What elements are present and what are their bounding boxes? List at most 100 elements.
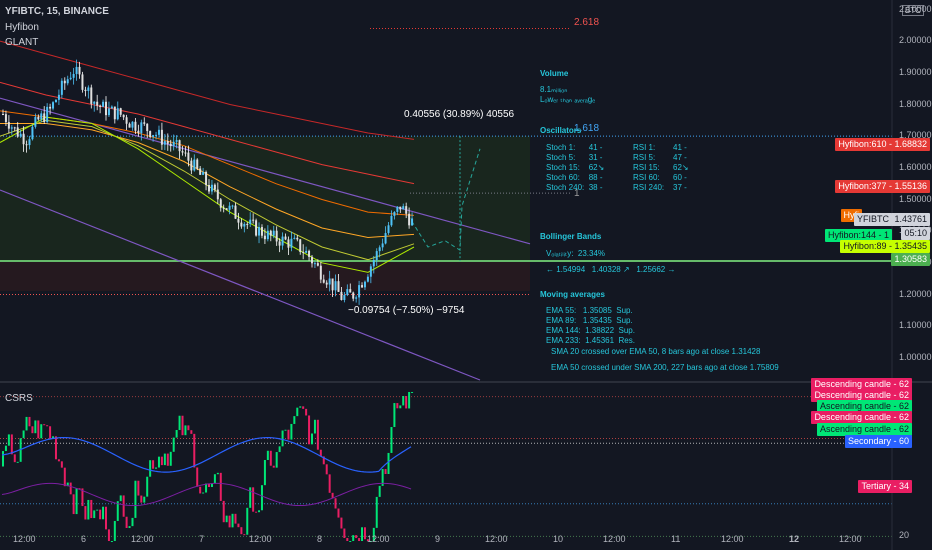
zones <box>0 28 892 381</box>
candle-body <box>287 239 290 248</box>
osc-candle <box>378 485 381 497</box>
level-price-label[interactable]: 1.30583 <box>891 253 930 266</box>
osc-candle <box>322 456 325 465</box>
candle-body <box>293 237 296 239</box>
osc-candle <box>411 391 414 393</box>
price-candles[interactable] <box>2 59 414 305</box>
osc-candle <box>258 510 261 513</box>
osc-candle <box>178 415 181 430</box>
fib610-price-label[interactable]: Hyfibon:610 - 1.68832 <box>835 138 930 151</box>
osc-candle <box>293 416 296 424</box>
candle-body <box>60 80 63 95</box>
candle-body <box>78 66 81 75</box>
osc-candle <box>166 453 169 466</box>
candle-body <box>208 185 210 192</box>
osc-candle <box>275 452 278 468</box>
moving-averages <box>0 40 415 273</box>
time-tick-label: 12:00 <box>485 534 508 544</box>
candle-body <box>393 211 396 216</box>
candle-body <box>361 285 364 288</box>
osc-candle <box>372 527 375 542</box>
osc-candle <box>402 396 405 406</box>
candle-body <box>278 241 281 246</box>
osc-candle <box>52 436 55 439</box>
moving-average-line <box>0 40 415 140</box>
time-tick-label: 12:00 <box>249 534 272 544</box>
currency-badge[interactable]: BTC <box>902 5 924 16</box>
measure-up-label: 0.40556 (30.89%) 40556 <box>404 109 515 120</box>
candle-body <box>269 230 272 236</box>
osc-candle <box>366 539 369 542</box>
candle-body <box>319 265 322 280</box>
price-tick-label: 2.10000 <box>899 3 932 14</box>
osc-candle <box>84 506 87 520</box>
candle-body <box>99 105 102 107</box>
osc-candle <box>31 426 34 434</box>
time-tick-label: 7 <box>199 534 205 544</box>
ticker-label[interactable]: YFIBTC <box>853 213 892 226</box>
osc-candle <box>99 509 102 520</box>
fib144-price-label[interactable]: Hyfibon:144 - 1 <box>824 229 892 242</box>
osc-candle <box>396 403 399 409</box>
candle-body <box>72 73 75 78</box>
candle-body <box>149 131 152 138</box>
osc-candle <box>131 517 134 527</box>
osc-candle <box>313 419 316 434</box>
osc-candle <box>46 425 49 427</box>
candle-body <box>113 106 116 120</box>
osc-candle <box>157 456 160 468</box>
osc-candle <box>290 423 293 440</box>
osc-value-label[interactable]: Descending candle - 62 <box>811 389 912 402</box>
osc-candle <box>25 416 28 431</box>
tertiary-line <box>1 482 412 507</box>
osc-candle <box>369 541 372 543</box>
candle-body <box>13 127 16 129</box>
oscillators-col2: RSI 1: 41 - RSI 5: 47 - RSI 15: 62↘ RSI … <box>633 143 689 192</box>
osc-candle <box>16 461 19 463</box>
osc-value-label[interactable]: Tertiary - 34 <box>858 480 912 493</box>
osc-value-label[interactable]: Descending candle - 62 <box>811 378 912 391</box>
candle-body <box>143 122 146 124</box>
candle-body <box>402 206 405 210</box>
candle-body <box>199 168 202 175</box>
osc-candle <box>234 513 237 524</box>
fib377-price-label[interactable]: Hyfibon:377 - 1.55136 <box>835 180 930 193</box>
oscillator-pane[interactable] <box>0 385 892 548</box>
candle-body <box>240 222 243 227</box>
candle-body <box>252 219 255 221</box>
candle-body <box>205 171 208 186</box>
fib89-price-label[interactable]: Hyfibon:89 - 1.35435 <box>840 240 930 253</box>
symbol-title[interactable]: YFIBTC, 15, BINANCE <box>5 6 109 17</box>
osc-value-label[interactable]: Descending candle - 62 <box>811 411 912 424</box>
osc-value-label[interactable]: Ascending candle - 62 <box>816 423 912 436</box>
candle-body <box>222 207 225 209</box>
osc-candle <box>231 513 234 528</box>
osc-value-label[interactable]: Ascending candle - 62 <box>816 400 912 413</box>
last-price-label[interactable]: 1.43761 <box>891 213 930 226</box>
candle-body <box>175 140 178 142</box>
candle-body <box>187 152 190 161</box>
osc-candle <box>393 403 396 428</box>
candle-body <box>107 108 110 116</box>
candle-body <box>160 129 163 145</box>
candle-body <box>322 279 325 283</box>
osc-candle <box>75 488 78 515</box>
osc-candle <box>331 492 334 499</box>
osc-candle <box>266 450 269 461</box>
osc-candle <box>34 420 37 434</box>
osc-candle <box>90 499 93 519</box>
ma-values: EMA 55: 1.35085 Sup. EMA 89: 1.35435 Sup… <box>546 306 635 345</box>
candle-body <box>243 223 246 227</box>
time-tick-label: 12:00 <box>721 534 744 544</box>
candle-body <box>358 285 361 298</box>
osc-candle <box>72 494 75 515</box>
osc-value-label[interactable]: Secondary - 60 <box>844 435 912 448</box>
study-csrs[interactable]: CSRS <box>5 393 33 404</box>
osc-candle <box>208 483 210 488</box>
price-tick-label: 1.20000 <box>899 288 932 299</box>
study-glant[interactable]: GLANT <box>5 37 39 48</box>
osc-candle <box>390 427 393 453</box>
candle-body <box>52 102 55 109</box>
study-hyfibon[interactable]: Hyfibon <box>5 22 39 33</box>
